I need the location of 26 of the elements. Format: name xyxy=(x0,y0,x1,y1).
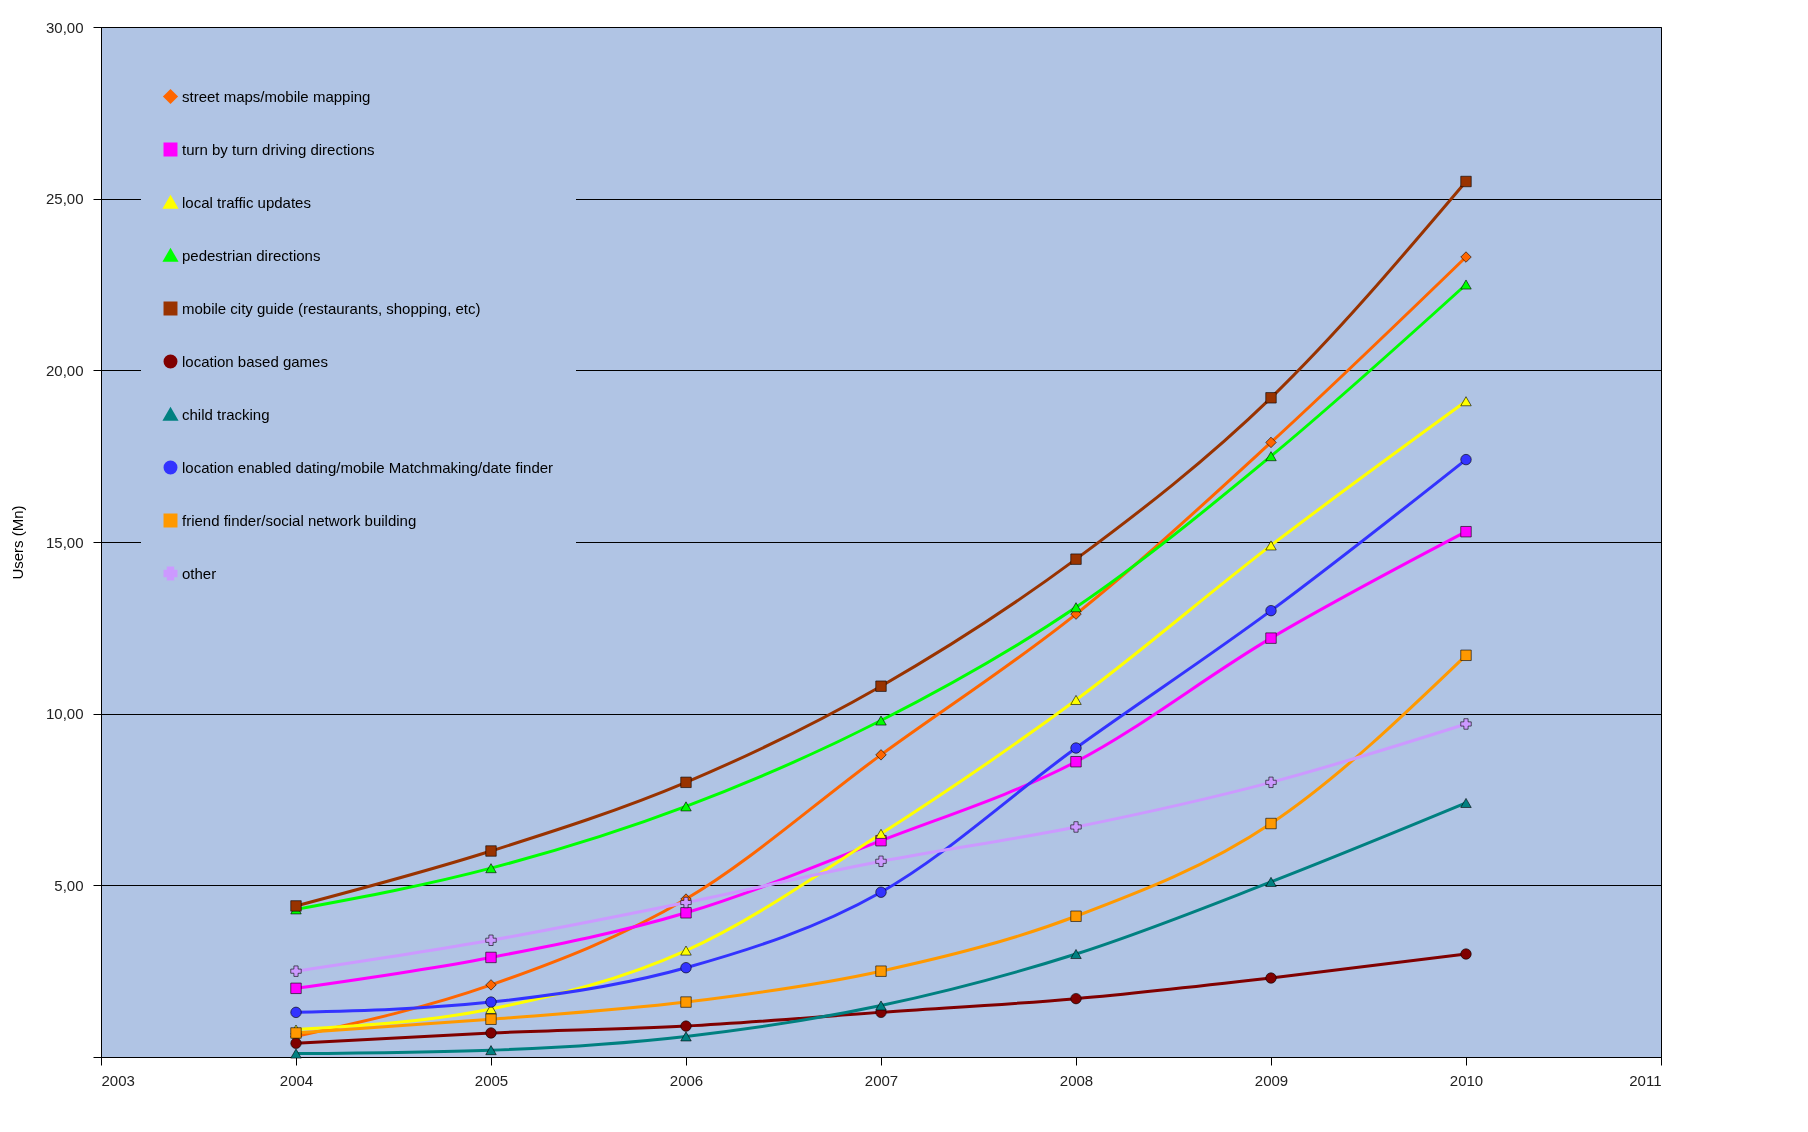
y-tick-label: 25,00 xyxy=(45,190,84,208)
x-tick-label: 2006 xyxy=(669,1071,704,1089)
x-tick-label: 2011 xyxy=(1629,1071,1662,1089)
y-axis-title: Users (Mn) xyxy=(8,505,26,580)
legend-label: location enabled dating/mobile Matchmaking/date finder xyxy=(182,458,554,476)
x-tick-label: 2007 xyxy=(864,1071,899,1089)
x-tick-label: 2010 xyxy=(1449,1071,1484,1089)
x-tick-label: 2008 xyxy=(1059,1071,1094,1089)
legend-label: friend finder/social network building xyxy=(182,511,417,529)
legend-label: street maps/mobile mapping xyxy=(182,87,371,105)
legend-label: mobile city guide (restaurants, shopping, etc) xyxy=(182,299,481,317)
legend-label: location based games xyxy=(182,352,328,370)
y-tick-label: 5,00 xyxy=(54,876,84,894)
legend-label: child tracking xyxy=(182,405,270,423)
x-tick-label: 2009 xyxy=(1254,1071,1289,1089)
y-tick-label: 15,00 xyxy=(45,533,84,551)
y-tick-label: 30,00 xyxy=(45,18,84,36)
legend-label: local traffic updates xyxy=(182,193,311,211)
x-tick-label: 2005 xyxy=(474,1071,509,1089)
y-tick-label: 20,00 xyxy=(45,361,84,379)
legend-label: pedestrian directions xyxy=(182,246,321,264)
legend-label: turn by turn driving directions xyxy=(182,140,375,158)
x-tick-label: 2003 xyxy=(101,1071,135,1089)
y-tick-label: 10,00 xyxy=(45,705,84,723)
legend-label: other xyxy=(182,564,217,582)
x-tick-label: 2004 xyxy=(279,1071,314,1089)
